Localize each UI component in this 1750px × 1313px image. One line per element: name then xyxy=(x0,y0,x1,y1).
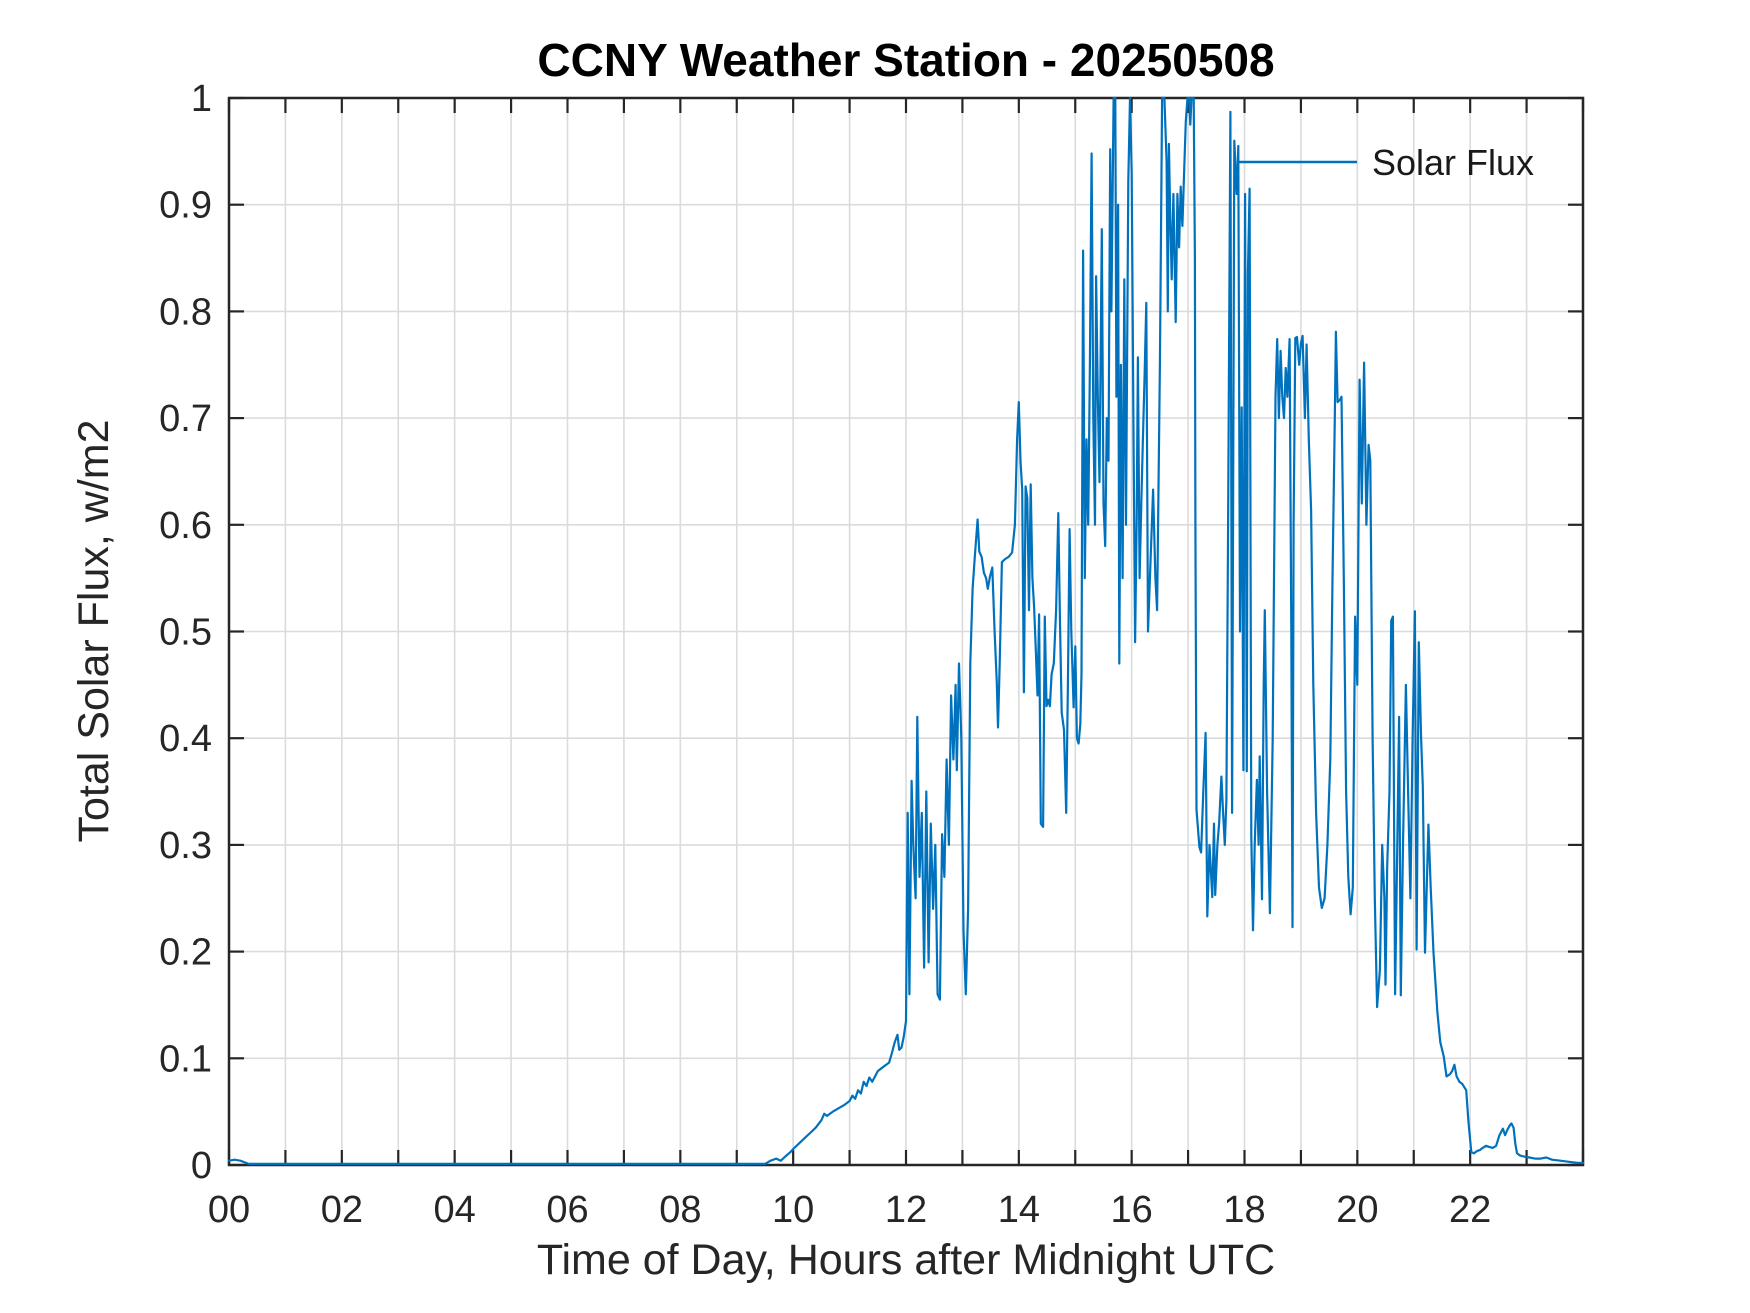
x-tick-label: 12 xyxy=(885,1189,927,1231)
y-tick-label: 0.7 xyxy=(159,398,212,440)
x-tick-label: 06 xyxy=(546,1189,588,1231)
y-axis-label: Total Solar Flux, w/m2 xyxy=(70,420,118,843)
y-tick-label: 0.5 xyxy=(159,612,212,654)
x-tick-label: 02 xyxy=(321,1189,363,1231)
plot-area-border xyxy=(227,96,1585,1167)
x-tick-label: 10 xyxy=(772,1189,814,1231)
y-tick-label: 0 xyxy=(191,1145,212,1187)
y-tick-label: 0.3 xyxy=(159,825,212,867)
x-axis-label: Time of Day, Hours after Midnight UTC xyxy=(537,1236,1275,1284)
y-tick-label: 0.1 xyxy=(159,1038,212,1080)
x-tick-label: 14 xyxy=(998,1189,1040,1231)
y-tick-label: 0.8 xyxy=(159,291,212,333)
y-tick-label: 0.9 xyxy=(159,185,212,227)
x-tick-labels: 00 02 04 06 08 10 12 14 16 18 20 22 xyxy=(208,1189,1491,1231)
solar-flux-line xyxy=(227,96,1585,1165)
x-tick-label: 22 xyxy=(1449,1189,1491,1231)
x-tick-label: 08 xyxy=(659,1189,701,1231)
legend-label: Solar Flux xyxy=(1372,142,1534,183)
x-tick-label: 18 xyxy=(1223,1189,1265,1231)
x-tick-label: 00 xyxy=(208,1189,250,1231)
y-tick-label: 0.6 xyxy=(159,505,212,547)
legend: Solar Flux xyxy=(1237,142,1534,183)
chart-title: CCNY Weather Station - 20250508 xyxy=(537,34,1274,86)
x-tick-label: 04 xyxy=(434,1189,476,1231)
y-tick-label: 0.2 xyxy=(159,932,212,974)
x-tick-label: 16 xyxy=(1111,1189,1153,1231)
y-tick-labels: 0 0.1 0.2 0.3 0.4 0.5 0.6 0.7 0.8 0.9 1 xyxy=(159,78,212,1187)
x-tick-label: 20 xyxy=(1336,1189,1378,1231)
y-tick-label: 0.4 xyxy=(159,718,212,760)
y-tick-label: 1 xyxy=(191,78,212,120)
